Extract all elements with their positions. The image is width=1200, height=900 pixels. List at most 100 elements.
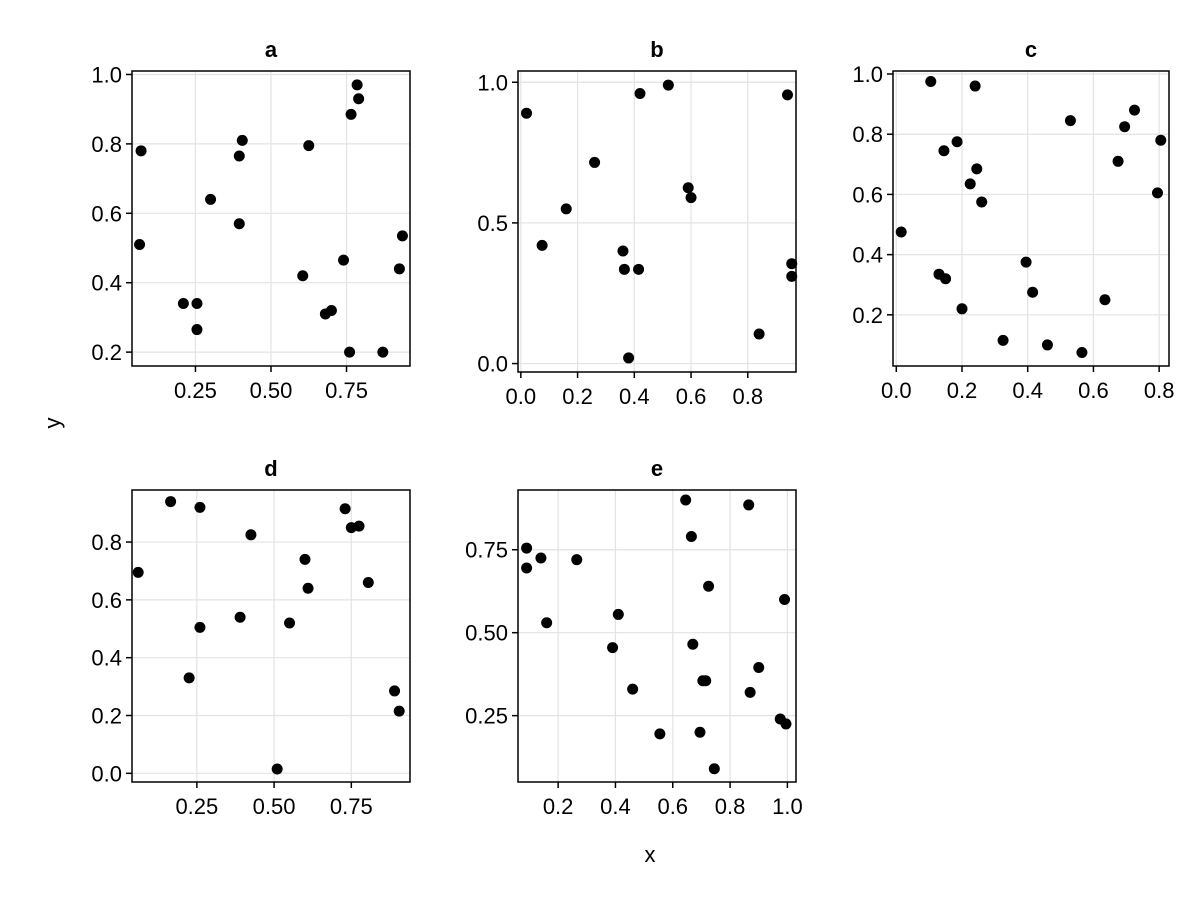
- scatter-point: [377, 346, 389, 358]
- scatter-point: [703, 580, 715, 592]
- scatter-point: [205, 193, 217, 205]
- scatter-point: [302, 582, 314, 594]
- plot-frame: [892, 70, 1170, 367]
- scatter-point: [393, 263, 405, 275]
- scatter-point: [245, 529, 257, 541]
- scatter-point: [589, 156, 601, 168]
- y-tick-label: 0.0: [477, 352, 508, 377]
- scatter-point: [132, 566, 144, 578]
- scatter-point: [362, 577, 374, 589]
- x-tick-label: 0.4: [600, 794, 631, 819]
- scatter-point: [708, 763, 720, 775]
- scatter-point: [345, 108, 357, 120]
- scatter-point: [194, 621, 206, 633]
- y-tick-label: 1.0: [91, 62, 122, 87]
- scatter-point: [607, 642, 619, 654]
- x-tick-label: 0.8: [1144, 378, 1175, 403]
- scatter-point: [781, 89, 793, 101]
- scatter-point: [753, 328, 765, 340]
- scatter-point: [351, 79, 363, 91]
- panel-e: 0.2 0.4 0.6 0.8 1.0 0.25 0.50 0.75 e: [465, 456, 803, 819]
- x-tick-label: 0.50: [250, 378, 293, 403]
- y-tick-label: 0.4: [91, 646, 122, 671]
- scatter-point: [1112, 155, 1124, 167]
- panels-layer: 0.25 0.50 0.75 0.2 0.4 0.6 0.8 1.0 a 0.0 0.2 0.4 0.6…: [91, 37, 1174, 819]
- plot-frame: [517, 70, 797, 373]
- scatter-point: [680, 494, 692, 506]
- scatter-point: [1129, 104, 1140, 116]
- y-axis-label: y: [40, 418, 65, 429]
- scatter-point: [177, 298, 189, 310]
- y-tick-label: 0.0: [91, 761, 122, 786]
- scatter-point: [925, 76, 937, 88]
- y-tick-label: 0.50: [465, 621, 508, 646]
- scatter-point: [940, 273, 952, 285]
- scatter-point: [541, 617, 553, 629]
- y-tick-label: 1.0: [852, 62, 883, 87]
- x-tick-label: 0.2: [947, 378, 978, 403]
- x-tick-label: 0.50: [253, 794, 296, 819]
- y-tick-label: 0.6: [91, 201, 122, 226]
- scatter-point: [612, 608, 624, 620]
- scatter-point: [1027, 286, 1039, 298]
- scatter-point: [233, 150, 245, 162]
- x-tick-label: 0.6: [676, 384, 707, 409]
- scatter-point: [662, 79, 674, 91]
- scatter-point: [571, 554, 583, 566]
- x-tick-label: 0.0: [506, 384, 537, 409]
- plot-frame: [131, 489, 411, 783]
- x-tick-label: 0.25: [175, 794, 218, 819]
- scatter-point: [297, 270, 309, 282]
- y-tick-label: 0.4: [91, 271, 122, 296]
- scatter-point: [780, 718, 792, 730]
- scatter-point: [521, 562, 533, 574]
- y-tick-label: 0.6: [852, 182, 883, 207]
- scatter-point: [786, 258, 798, 270]
- x-tick-label: 0.0: [881, 378, 912, 403]
- panel-title: c: [1025, 37, 1037, 62]
- x-tick-label: 0.25: [174, 378, 217, 403]
- scatter-point: [194, 501, 206, 513]
- y-tick-label: 1.0: [477, 70, 508, 95]
- scatter-point: [969, 80, 981, 92]
- scatter-point: [1119, 121, 1131, 133]
- scatter-point: [389, 685, 401, 697]
- scatter-point: [895, 226, 907, 238]
- y-tick-label: 0.4: [852, 243, 883, 268]
- scatter-point: [623, 352, 635, 364]
- x-tick-label: 0.8: [715, 794, 746, 819]
- scatter-point: [299, 553, 311, 565]
- y-tick-label: 0.75: [465, 538, 508, 563]
- scatter-point: [743, 499, 755, 511]
- panel-title: e: [651, 456, 663, 481]
- panel-b: 0.0 0.2 0.4 0.6 0.8 0.0 0.5 1.0 b: [477, 37, 798, 409]
- scatter-point: [303, 140, 315, 152]
- scatter-point: [165, 496, 177, 508]
- scatter-point: [786, 270, 798, 282]
- scatter-point: [134, 239, 146, 251]
- scatter-point: [618, 263, 630, 275]
- scatter-point: [353, 520, 365, 532]
- scatter-point: [135, 145, 147, 157]
- scatter-point: [191, 324, 203, 336]
- scatter-point: [1099, 294, 1111, 306]
- x-tick-label: 1.0: [772, 794, 803, 819]
- scatter-point: [654, 728, 666, 740]
- scatter-point: [339, 503, 351, 515]
- x-tick-label: 0.4: [619, 384, 650, 409]
- x-tick-label: 0.8: [732, 384, 763, 409]
- y-tick-label: 0.8: [91, 132, 122, 157]
- x-tick-label: 0.2: [543, 794, 574, 819]
- scatter-point: [997, 334, 1009, 346]
- y-tick-label: 0.8: [91, 530, 122, 555]
- x-tick-label: 0.6: [1078, 378, 1109, 403]
- y-tick-label: 0.2: [91, 704, 122, 729]
- scatter-point: [521, 107, 533, 119]
- x-tick-label: 0.75: [330, 794, 373, 819]
- scatter-point: [938, 145, 950, 157]
- scatter-point: [685, 530, 697, 542]
- y-tick-label: 0.2: [852, 303, 883, 328]
- scatter-point: [536, 239, 548, 251]
- x-tick-label: 0.2: [562, 384, 593, 409]
